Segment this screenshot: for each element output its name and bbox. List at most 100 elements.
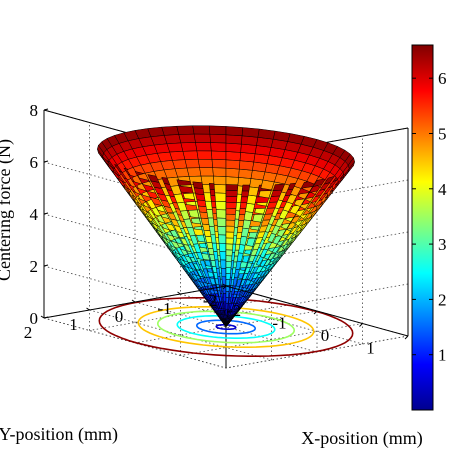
- x-axis-label: X-position (mm): [301, 428, 423, 449]
- surface-patch: [225, 159, 241, 170]
- colorbar: 1 2 3 4 5 6: [411, 44, 447, 411]
- y-tick-mark-4: [40, 315, 45, 319]
- surface-patch: [217, 226, 227, 236]
- x-tick-label-0: -2: [227, 301, 241, 320]
- y-tick-label-4: 2: [24, 323, 33, 342]
- surface-patch: [147, 126, 165, 138]
- colorbar-tick-label-4: 5: [438, 124, 447, 143]
- contour-0: [215, 323, 237, 331]
- surface-patch: [238, 168, 253, 179]
- surface-patch: [239, 152, 256, 163]
- y-tick-label-1: -1: [157, 299, 171, 318]
- cone-surface: [97, 125, 355, 328]
- floor-grid-y-1: [180, 293, 363, 345]
- surface-patch: [164, 134, 182, 145]
- x-tick-mark-3: [359, 323, 363, 327]
- contour-lines: [98, 296, 354, 358]
- y-axis-label: Y-position (mm): [0, 424, 118, 445]
- surface-patch: [186, 167, 202, 177]
- surface-patch: [211, 159, 227, 169]
- surface-patch: [257, 128, 276, 140]
- surface-patch: [239, 160, 255, 171]
- surface-patch: [213, 175, 227, 186]
- surface-patch: [220, 268, 227, 278]
- surface-patch: [225, 167, 240, 178]
- x-tick-mark-2: [313, 310, 318, 315]
- contour-5: [98, 296, 354, 358]
- z-axis-label: Centering force (N): [0, 139, 15, 281]
- surface-patch: [225, 134, 243, 145]
- surface-patch: [208, 125, 227, 136]
- surface-patch: [192, 125, 211, 135]
- x-tick-label-2: 0: [321, 326, 330, 345]
- x-tick-mark-4: [404, 335, 409, 340]
- surface-patch: [215, 201, 227, 211]
- z-tick-label-0: 0: [30, 309, 39, 328]
- y-tick-label-0: -2: [203, 291, 217, 310]
- surface-patch: [193, 133, 211, 143]
- surface-patch: [220, 259, 227, 269]
- surface-patch: [166, 142, 184, 153]
- z-tick-label-4: 8: [30, 101, 39, 120]
- surface-patch: [240, 143, 257, 155]
- colorbar-tick-label-2: 3: [438, 235, 447, 254]
- surface-patch: [199, 167, 214, 177]
- y-tick-mark-1: [177, 291, 181, 295]
- surface-patch: [214, 192, 227, 202]
- y-tick-mark-0: [222, 283, 227, 287]
- surface-patch: [225, 126, 244, 137]
- colorbar-tick-label-0: 1: [438, 346, 447, 365]
- surface-patch: [209, 133, 227, 144]
- surface-patch: [172, 159, 188, 170]
- floor-grid-y-3: [89, 309, 272, 361]
- surface-patch: [195, 142, 212, 152]
- surface-patch: [241, 127, 260, 138]
- colorbar-gradient: [411, 44, 434, 411]
- z-tick-mark-1: [43, 264, 49, 267]
- z-tick-label-3: 6: [30, 153, 39, 172]
- surface-patch: [169, 151, 186, 161]
- surface-patch: [225, 151, 241, 161]
- y-tick-mark-2: [131, 299, 136, 303]
- surface-patch: [218, 242, 227, 253]
- contour-2: [176, 314, 276, 340]
- surface-patch: [210, 142, 227, 152]
- z-tick-label-1: 2: [30, 257, 39, 276]
- z-tick-mark-2: [43, 212, 49, 215]
- surface-patch: [212, 167, 227, 177]
- surface-patch: [216, 217, 227, 227]
- y-tick-mark-3: [86, 307, 90, 311]
- z-tick-mark-0: [43, 316, 49, 319]
- surface-patch: [200, 175, 215, 185]
- surface-patch: [184, 159, 200, 169]
- surface-patch: [197, 159, 213, 168]
- surface-patch: [215, 209, 227, 219]
- z-tick-mark-4: [43, 108, 49, 111]
- x-tick-mark-1: [268, 298, 272, 302]
- colorbar-tick-label-1: 2: [438, 290, 447, 309]
- surface-patch: [222, 293, 227, 303]
- surface-patch: [218, 234, 227, 244]
- surface-patch: [180, 142, 198, 152]
- y-tick-label-3: 1: [69, 315, 78, 334]
- surface-patch: [174, 167, 190, 178]
- x-tick-label-1: -1: [272, 314, 286, 333]
- surface-patch: [348, 161, 355, 173]
- surface-patch: [161, 125, 180, 136]
- y-tick-label-2: 0: [115, 307, 124, 326]
- x-tick-mark-0: [222, 285, 227, 290]
- z-tick-mark-3: [43, 160, 49, 163]
- colorbar-tick-label-5: 6: [438, 69, 447, 88]
- surface-patch: [213, 184, 227, 194]
- surface-patch: [178, 133, 196, 144]
- surface-patch: [196, 150, 213, 160]
- contour-3: [156, 310, 296, 344]
- surface-patch: [219, 251, 227, 261]
- contour-1: [195, 319, 257, 335]
- surface-patch: [182, 150, 199, 160]
- surface-patch: [211, 150, 227, 161]
- z-tick-label-2: 4: [30, 205, 39, 224]
- colorbar-ticks: 1 2 3 4 5 6: [412, 69, 447, 365]
